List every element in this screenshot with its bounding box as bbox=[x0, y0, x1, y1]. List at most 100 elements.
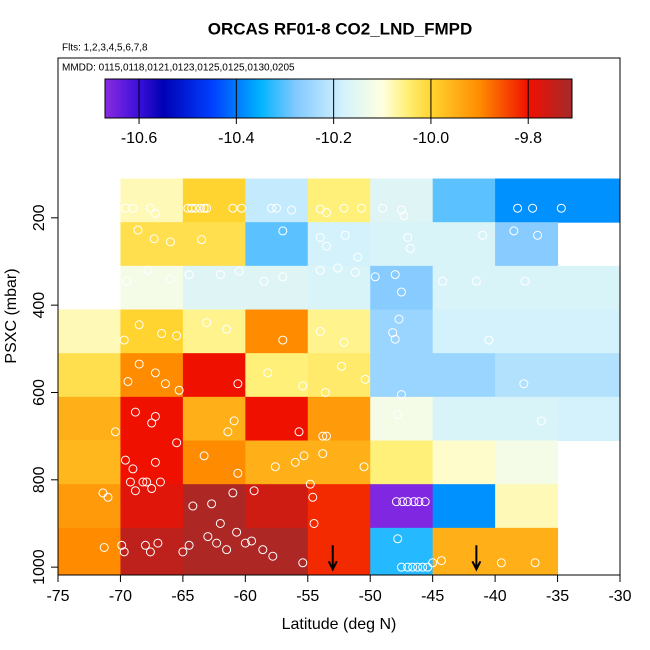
heatmap-cell bbox=[182, 222, 246, 267]
annotation: MMDD: 0115,0118,0121,0123,0125,0125,0130… bbox=[62, 63, 295, 74]
data-point bbox=[172, 331, 182, 341]
heatmap-cell bbox=[120, 265, 184, 311]
data-point bbox=[478, 230, 488, 240]
data-point bbox=[165, 237, 175, 247]
data-point bbox=[270, 462, 280, 472]
heatmap-cell bbox=[58, 353, 121, 398]
data-point bbox=[150, 368, 160, 378]
heatmap-cell bbox=[245, 178, 309, 223]
data-point bbox=[233, 468, 243, 478]
data-point bbox=[188, 501, 198, 511]
heatmap-cell bbox=[432, 309, 496, 354]
data-point bbox=[183, 203, 193, 213]
data-point bbox=[223, 427, 233, 437]
data-point bbox=[150, 411, 160, 421]
data-point bbox=[145, 547, 155, 557]
heatmap-cell bbox=[120, 222, 184, 267]
heatmap-cell bbox=[182, 353, 246, 398]
heatmap-cell bbox=[495, 222, 559, 267]
data-point bbox=[509, 226, 519, 236]
data-point bbox=[396, 205, 406, 215]
data-point bbox=[413, 562, 423, 572]
data-point bbox=[496, 558, 506, 568]
data-point bbox=[268, 551, 278, 561]
data-point bbox=[403, 232, 413, 242]
x-tick-label: -75 bbox=[46, 588, 69, 605]
heatmap-cell bbox=[182, 309, 246, 354]
data-point bbox=[140, 540, 150, 550]
y-tick-label: 800 bbox=[31, 466, 48, 493]
data-point bbox=[399, 211, 409, 221]
data-point bbox=[405, 243, 415, 253]
data-point bbox=[147, 418, 157, 428]
heatmap-cell bbox=[495, 309, 559, 354]
data-point bbox=[202, 318, 212, 328]
data-point bbox=[356, 203, 366, 213]
data-point bbox=[259, 276, 269, 286]
heatmap-cell bbox=[557, 353, 621, 398]
data-point bbox=[438, 276, 448, 286]
heatmap-cell bbox=[307, 527, 371, 576]
data-point bbox=[396, 562, 406, 572]
data-point bbox=[199, 203, 209, 213]
data-point bbox=[99, 542, 109, 552]
colorbar bbox=[104, 78, 573, 119]
heatmap-cell bbox=[307, 222, 371, 267]
data-point bbox=[471, 276, 481, 286]
data-point bbox=[234, 266, 244, 276]
heatmap-cell bbox=[495, 353, 559, 398]
heatmap-cell bbox=[557, 178, 621, 223]
data-point bbox=[233, 379, 243, 389]
heatmap-cell bbox=[58, 527, 121, 576]
data-point bbox=[428, 558, 438, 568]
data-point bbox=[390, 334, 400, 344]
heatmap-cell bbox=[432, 353, 496, 398]
heatmap-cell bbox=[245, 353, 309, 398]
heatmap-cell bbox=[307, 396, 371, 442]
y-tick-label: 200 bbox=[31, 204, 48, 231]
data-point bbox=[147, 484, 157, 494]
data-point bbox=[359, 462, 369, 472]
data-point bbox=[309, 518, 319, 528]
data-point bbox=[414, 497, 424, 507]
data-point bbox=[202, 203, 212, 213]
data-point bbox=[396, 390, 406, 400]
data-point bbox=[272, 203, 282, 213]
heatmap-cell bbox=[245, 527, 309, 576]
x-tick-label: -70 bbox=[109, 588, 132, 605]
data-point bbox=[103, 492, 113, 502]
data-point bbox=[187, 203, 197, 213]
data-point bbox=[287, 205, 297, 215]
data-point bbox=[190, 203, 200, 213]
data-point bbox=[247, 536, 257, 546]
heatmap-cell bbox=[120, 527, 184, 576]
data-point bbox=[530, 558, 540, 568]
data-point bbox=[390, 270, 400, 280]
data-point bbox=[513, 203, 523, 213]
data-point bbox=[228, 203, 238, 213]
data-point bbox=[378, 203, 388, 213]
data-point bbox=[134, 320, 144, 330]
data-point bbox=[408, 562, 418, 572]
data-point bbox=[128, 203, 138, 213]
data-point bbox=[117, 540, 127, 550]
data-point bbox=[222, 324, 232, 334]
heatmap-cell bbox=[245, 265, 309, 311]
heatmap-cell bbox=[370, 484, 434, 529]
data-point bbox=[120, 203, 130, 213]
data-point bbox=[160, 379, 170, 389]
data-point bbox=[125, 477, 135, 487]
data-point bbox=[267, 203, 277, 213]
x-tick-label: -40 bbox=[484, 588, 507, 605]
x-tick-label: -35 bbox=[546, 588, 569, 605]
data-point bbox=[339, 203, 349, 213]
heatmap-cell bbox=[370, 178, 434, 223]
data-point bbox=[197, 235, 207, 245]
heatmap-cell bbox=[58, 396, 121, 442]
data-point bbox=[145, 203, 155, 213]
data-point bbox=[350, 267, 360, 277]
data-point bbox=[199, 451, 209, 461]
data-point bbox=[110, 427, 120, 437]
data-point bbox=[336, 361, 346, 371]
data-point bbox=[320, 387, 330, 397]
